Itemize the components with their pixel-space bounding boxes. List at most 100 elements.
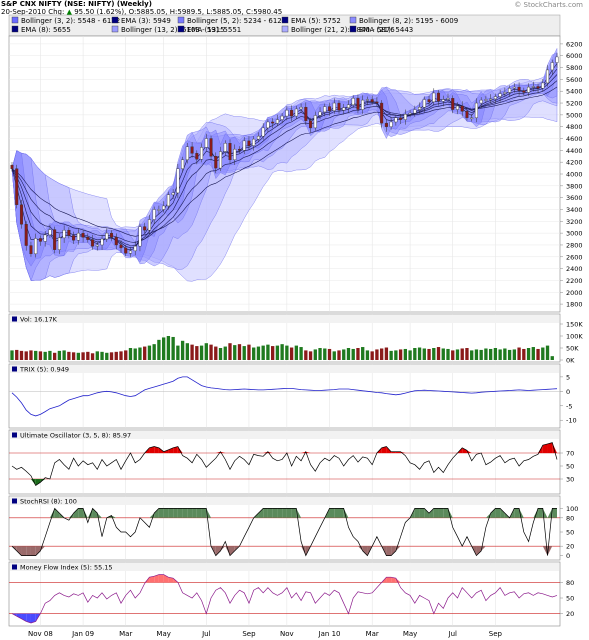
overbought-fill [263, 508, 268, 518]
legend-entry: Bollinger (8, 2): 5195 - 6009 [359, 17, 458, 25]
volume-bar [342, 349, 346, 360]
candle-body [72, 235, 76, 241]
panel-header [10, 315, 559, 323]
oscillator-line [11, 574, 558, 624]
candle-body [389, 121, 393, 127]
candle-body [181, 159, 185, 169]
candle-body [176, 168, 180, 194]
volume-bar [81, 352, 85, 360]
volume-bar [10, 350, 14, 360]
volume-bar [299, 347, 303, 360]
legend-swatch [111, 25, 119, 33]
overbought-fill [177, 508, 183, 518]
oversold-fill [21, 546, 27, 556]
candle-body [271, 121, 275, 124]
overbought-fill [78, 508, 84, 518]
overbought-fill [163, 574, 169, 583]
volume-bar [488, 348, 493, 360]
overbought-fill [538, 508, 543, 518]
overbought-fill [542, 508, 548, 518]
volume-bar [237, 344, 242, 360]
y-tick-label: 3000 [566, 230, 583, 238]
y-tick-label: 4800 [566, 123, 583, 131]
x-tick-label: Mar [119, 630, 132, 638]
volume-bar [86, 351, 90, 360]
candle-body [408, 112, 412, 115]
legend-entry: EMA (5): 5752 [291, 17, 341, 25]
y-tick-label: 5000 [566, 111, 583, 119]
volume-bar [180, 340, 185, 360]
volume-bar [365, 350, 370, 360]
volume-bar [313, 349, 317, 360]
candle-body [157, 209, 161, 211]
overbought-fill [258, 508, 264, 518]
y-tick-label: 3400 [566, 206, 583, 214]
oversold-fill [357, 546, 363, 551]
y-tick-label: 150K [566, 321, 583, 329]
volume-bar [446, 348, 450, 360]
overbought-fill [267, 451, 273, 453]
oversold-fill [230, 546, 235, 556]
candle-body [133, 245, 137, 252]
candle-body [503, 92, 507, 94]
candle-body [185, 146, 189, 161]
oversold-fill [21, 613, 27, 622]
y-tick-label: 2000 [566, 289, 583, 297]
volume-bar [185, 343, 190, 360]
overbought-fill [168, 577, 174, 583]
volume-bar [375, 349, 379, 360]
oversold-fill [386, 546, 392, 556]
volume-bar [228, 343, 232, 360]
candle-body [223, 143, 227, 152]
y-tick-label: 0 [566, 388, 570, 396]
volume-bar [214, 346, 218, 360]
volume-bar [280, 344, 284, 360]
overbought-fill [438, 508, 444, 518]
volume-bar [29, 350, 33, 360]
candle-body [451, 98, 455, 110]
volume-bar [327, 348, 332, 360]
candle-body [370, 99, 374, 103]
chart-panel: -10 -5 0 5 TRIX (5): 0.949 [8, 363, 577, 429]
y-tick-label: 1800 [566, 301, 583, 309]
candle-body [252, 138, 256, 146]
panel-header [10, 365, 559, 373]
candle-body [304, 106, 308, 121]
candle-body [15, 168, 19, 205]
overbought-fill [168, 447, 174, 453]
candle-body [342, 107, 346, 111]
oversold-fill [30, 546, 36, 556]
candle-body [124, 247, 128, 254]
overbought-fill [173, 446, 178, 453]
ema-line [11, 86, 558, 237]
chart-panel: 30 50 70 Ultimate Oscillator (3, 5, 8): 85.… [8, 429, 574, 495]
volume-bar [52, 352, 57, 360]
candle-body [233, 148, 237, 161]
candle-body [166, 194, 170, 207]
volume-bar [209, 344, 213, 360]
overbought-fill [547, 508, 553, 518]
panel-swatch [12, 564, 17, 570]
volume-bar [432, 348, 436, 360]
candle-body [460, 105, 464, 112]
volume-bar [517, 347, 521, 360]
overbought-fill [552, 442, 557, 453]
overbought-fill [443, 508, 448, 518]
volume-bar [261, 345, 265, 360]
volume-bar [133, 348, 137, 360]
candle-body [375, 101, 379, 104]
candle-body [479, 99, 483, 104]
overbought-fill [305, 451, 311, 453]
overbought-fill [163, 508, 169, 518]
chart-title: S&P CNX NIFTY (NSE: NIFTY) (Weekly) [1, 0, 152, 8]
volume-bar [128, 348, 133, 360]
oversold-fill [481, 546, 486, 551]
candle-body [147, 219, 151, 231]
candle-body [29, 245, 33, 255]
volume-bar [323, 348, 327, 360]
overbought-fill [343, 508, 349, 518]
panel-swatch [12, 316, 17, 322]
overbought-fill [158, 508, 164, 518]
legend-swatch [281, 16, 289, 24]
overbought-fill [168, 508, 174, 518]
